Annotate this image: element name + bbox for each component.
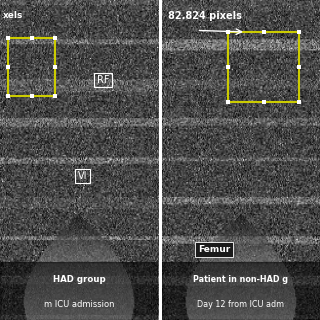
Text: xels: xels: [3, 11, 24, 20]
Text: Patient in non-HAD g: Patient in non-HAD g: [193, 276, 288, 284]
Text: VI: VI: [78, 171, 87, 181]
Text: Day 12 from ICU adm: Day 12 from ICU adm: [197, 300, 284, 309]
Text: 82.824 pixels: 82.824 pixels: [168, 11, 242, 21]
Bar: [0, 262, 158, 320]
Text: HAD group: HAD group: [53, 276, 106, 284]
Bar: [162, 262, 320, 320]
Text: Femur: Femur: [198, 245, 230, 254]
Bar: [8, 38, 55, 96]
Text: RF: RF: [97, 75, 109, 85]
Text: m ICU admission: m ICU admission: [44, 300, 115, 309]
Bar: [228, 32, 300, 102]
